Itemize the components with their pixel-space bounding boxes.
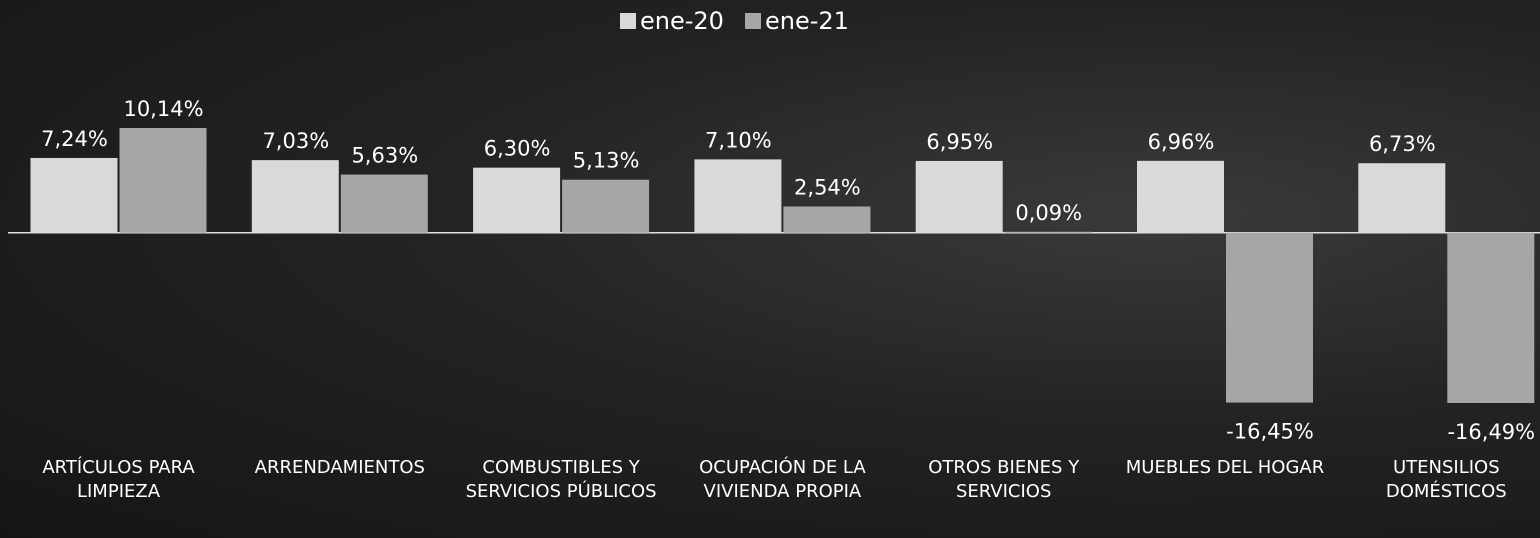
x-tick-label: COMBUSTIBLES Y SERVICIOS PÚBLICOS bbox=[465, 457, 657, 502]
data-label: 7,10% bbox=[705, 128, 772, 152]
x-tick-label: UTENSILIOS DOMÉSTICOS bbox=[1385, 457, 1507, 502]
data-label: 0,09% bbox=[1015, 201, 1082, 225]
legend-label: ene-20 bbox=[640, 7, 724, 35]
bar bbox=[340, 174, 428, 233]
bar bbox=[30, 157, 118, 233]
x-tick-label: ARRENDAMIENTOS bbox=[254, 457, 425, 478]
bar bbox=[783, 206, 871, 233]
legend-swatch bbox=[745, 13, 761, 29]
data-label: 7,03% bbox=[262, 129, 329, 153]
data-label: 2,54% bbox=[794, 175, 861, 199]
bar bbox=[251, 160, 339, 233]
bar bbox=[1004, 231, 1092, 233]
data-label: 6,96% bbox=[1148, 130, 1215, 154]
bar bbox=[1358, 163, 1446, 233]
bar bbox=[1137, 160, 1224, 233]
data-label: 7,24% bbox=[41, 127, 108, 151]
data-label: 6,30% bbox=[484, 137, 551, 161]
bar bbox=[915, 160, 1003, 233]
bar bbox=[473, 167, 561, 233]
legend-label: ene-21 bbox=[765, 7, 849, 35]
x-tick-label: MUEBLES DEL HOGAR bbox=[1125, 457, 1325, 478]
data-label: 5,13% bbox=[573, 149, 640, 173]
data-label: 10,14% bbox=[123, 97, 203, 121]
bar bbox=[1226, 232, 1313, 403]
data-label: 6,73% bbox=[1369, 132, 1436, 156]
x-tick-label: OCUPACIÓN DE LA VIVIENDA PROPIA bbox=[699, 457, 866, 502]
data-label: 6,95% bbox=[926, 130, 993, 154]
bar bbox=[694, 159, 782, 233]
data-label: 5,63% bbox=[351, 144, 418, 168]
data-label: -16,45% bbox=[1226, 420, 1314, 444]
bar bbox=[119, 128, 207, 233]
x-tick-label: OTROS BIENES Y SERVICIOS bbox=[928, 457, 1080, 502]
x-tick-label: ARTÍCULOS PARA LIMPIEZA bbox=[42, 457, 195, 502]
data-label: -16,49% bbox=[1447, 420, 1535, 444]
bar bbox=[1447, 232, 1535, 403]
bar bbox=[562, 179, 650, 233]
legend-swatch bbox=[620, 13, 636, 29]
